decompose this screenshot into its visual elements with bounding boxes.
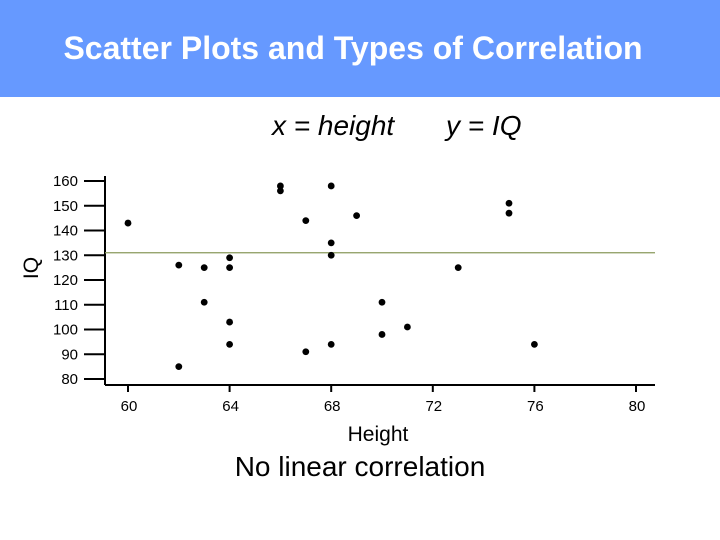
- data-point: [404, 323, 411, 331]
- caption-text: No linear correlation: [234, 451, 486, 482]
- y-tick-label: 150: [53, 198, 78, 215]
- data-point: [505, 209, 513, 217]
- data-point: [353, 212, 360, 220]
- data-point: [200, 264, 208, 272]
- y-tick-label: 130: [53, 247, 78, 264]
- data-point: [226, 254, 234, 262]
- y-variable-label: y = IQ: [446, 110, 522, 141]
- data-point: [327, 340, 335, 348]
- data-point: [531, 340, 538, 348]
- correlation-caption: No linear correlation: [0, 449, 720, 485]
- x-tick-label: 60: [121, 398, 138, 415]
- x-tick-label: 64: [222, 398, 239, 415]
- y-tick-label: 80: [61, 371, 78, 388]
- data-point: [277, 182, 284, 190]
- data-point: [302, 348, 310, 356]
- x-tick-label: 80: [629, 398, 646, 415]
- slide-title: Scatter Plots and Types of Correlation: [63, 30, 643, 66]
- data-point: [124, 219, 132, 227]
- data-point: [378, 331, 386, 338]
- data-point: [226, 318, 234, 326]
- data-point: [200, 298, 208, 306]
- data-point: [454, 264, 462, 272]
- data-point: [175, 363, 183, 371]
- y-axis-title: IQ: [20, 257, 43, 279]
- y-tick-label: 90: [61, 346, 78, 363]
- x-tick-label: 68: [324, 398, 341, 415]
- data-point: [226, 340, 234, 348]
- data-point: [327, 251, 335, 259]
- data-point: [327, 182, 335, 190]
- data-point: [378, 298, 386, 306]
- data-point: [327, 239, 335, 247]
- y-tick-label: 100: [53, 322, 78, 339]
- data-point: [175, 261, 183, 269]
- x-axis-title: Height: [348, 423, 409, 446]
- x-tick-label: 76: [527, 398, 544, 415]
- x-tick-label: 72: [425, 398, 442, 415]
- data-point: [302, 217, 310, 225]
- y-tick-label: 160: [53, 173, 78, 190]
- y-tick-label: 110: [54, 297, 78, 314]
- title-banner: Scatter Plots and Types of Correlation: [0, 0, 720, 97]
- y-tick-label: 140: [53, 223, 78, 240]
- y-tick-label: 120: [53, 272, 78, 289]
- data-point: [277, 187, 284, 195]
- data-point: [505, 199, 513, 207]
- data-point: [226, 264, 234, 272]
- x-variable-label: x = height: [272, 110, 395, 141]
